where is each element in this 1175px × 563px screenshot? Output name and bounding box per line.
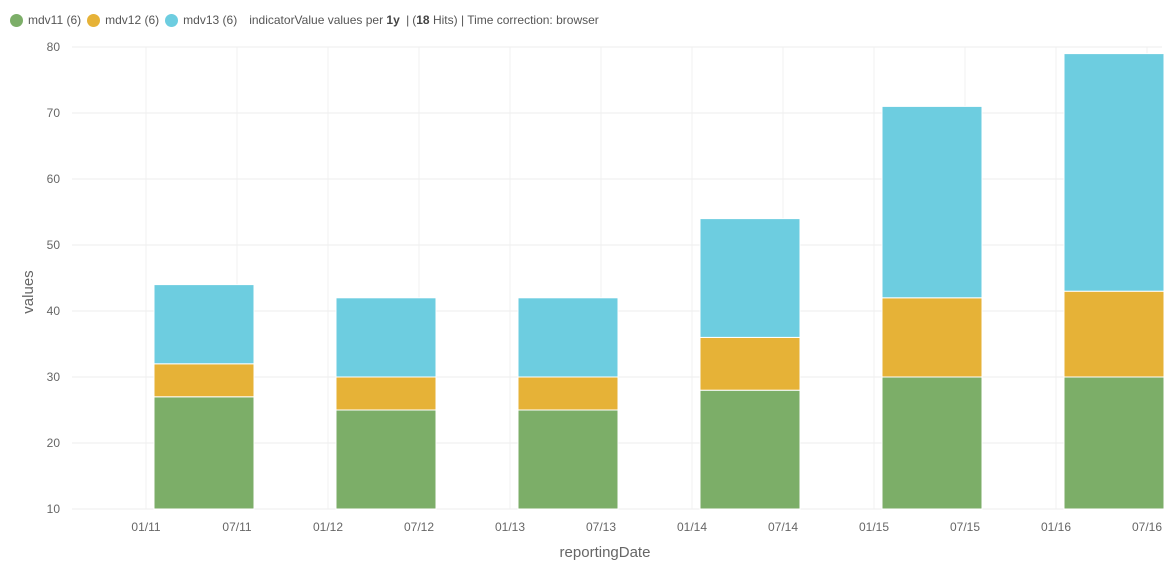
legend-dot-icon	[87, 13, 101, 27]
hits-count: 18	[416, 13, 430, 27]
legend-label: mdv11 (6)	[28, 13, 82, 27]
x-tick-label: 07/14	[768, 520, 798, 534]
bar-mdv11	[153, 396, 255, 510]
y-tick-label: 70	[47, 106, 61, 120]
bar-mdv11	[1063, 376, 1165, 510]
x-tick-label: 07/16	[1132, 520, 1162, 534]
x-tick-label: 01/13	[495, 520, 525, 534]
interval-value[interactable]: 1y	[386, 13, 400, 27]
bar-mdv13	[1063, 53, 1165, 292]
legend-dot-icon	[10, 13, 23, 27]
bar-mdv12	[517, 376, 619, 411]
bar-mdv12	[335, 376, 437, 411]
legend-item-mdv13[interactable]: mdv13 (6)	[165, 13, 237, 27]
y-tick-label: 20	[47, 436, 61, 450]
time-correction: | Time correction: browser	[460, 13, 599, 27]
summary-prefix: indicatorValue values per	[249, 13, 384, 27]
bar-mdv12	[153, 363, 255, 398]
hits-open: (	[412, 13, 417, 27]
x-tick-label: 07/13	[586, 520, 616, 534]
legend-label: mdv13 (6)	[183, 13, 238, 27]
y-tick-label: 30	[47, 370, 61, 384]
bar-mdv13	[881, 105, 983, 299]
x-tick-label: 07/11	[222, 520, 251, 534]
chart-legend: mdv11 (6) mdv12 (6) mdv13 (6) indicatorV…	[10, 12, 599, 28]
x-tick-label: 01/11	[131, 520, 160, 534]
y-tick-label: 50	[47, 238, 61, 252]
y-tick-label: 10	[47, 502, 61, 516]
legend-item-mdv11[interactable]: mdv11 (6)	[10, 13, 81, 27]
bar-mdv11	[517, 409, 619, 510]
bar-mdv11	[699, 389, 801, 510]
x-tick-label: 01/16	[1041, 520, 1071, 534]
y-tick-label: 40	[47, 304, 61, 318]
x-tick-label: 01/14	[677, 520, 707, 534]
bar-mdv12	[1063, 290, 1165, 378]
bar-mdv13	[517, 297, 619, 378]
x-tick-label: 01/12	[313, 520, 343, 534]
bar-mdv13	[335, 297, 437, 378]
hits-close: Hits)	[432, 13, 458, 27]
legend-dot-icon	[165, 13, 179, 27]
x-axis-title: reportingDate	[560, 544, 651, 561]
x-tick-label: 07/15	[950, 520, 980, 534]
y-tick-label: 60	[47, 172, 61, 186]
bar-mdv11	[335, 409, 437, 510]
summary-pipe: |	[406, 13, 410, 27]
bar-mdv12	[699, 336, 801, 391]
bar-mdv11	[881, 376, 983, 510]
legend-summary: indicatorValue values per 1y | (18 Hits) …	[249, 13, 599, 27]
y-tick-label: 80	[47, 40, 61, 54]
bar-mdv13	[153, 284, 255, 365]
legend-label: mdv12 (6)	[105, 13, 160, 27]
y-axis-title: values	[20, 270, 37, 313]
bar-mdv12	[881, 297, 983, 378]
x-tick-label: 07/12	[404, 520, 434, 534]
bar-mdv13	[699, 218, 801, 338]
x-tick-label: 01/15	[859, 520, 889, 534]
legend-item-mdv12[interactable]: mdv12 (6)	[87, 13, 159, 27]
